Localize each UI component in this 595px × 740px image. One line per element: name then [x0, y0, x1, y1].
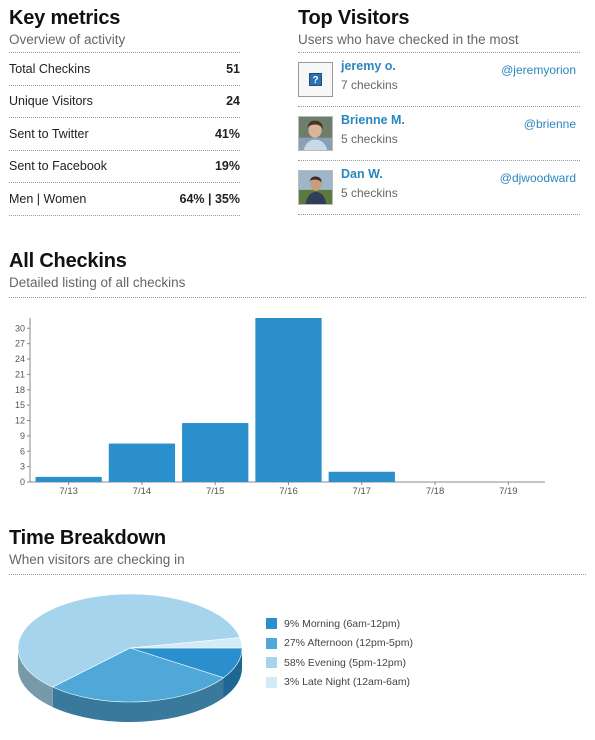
pie-slice — [52, 647, 225, 703]
pie-slice — [129, 637, 243, 649]
visitor-row: Dan W. 5 checkins @djwoodward — [298, 161, 580, 215]
y-tick-label: 6 — [20, 446, 25, 456]
pie-slice — [17, 593, 241, 688]
y-tick-label: 15 — [15, 400, 25, 410]
metric-row: Sent to Twitter 41% — [9, 118, 240, 151]
pie-legend: 9% Morning (6am-12pm) 27% Afternoon (12pm… — [266, 614, 413, 692]
metric-label: Sent to Twitter — [9, 126, 89, 141]
metric-value: 19% — [214, 159, 240, 174]
question-mark-icon: ? — [309, 73, 322, 86]
metric-row: Men | Women 64% | 35% — [9, 183, 240, 216]
bar — [182, 423, 249, 482]
legend-swatch — [266, 676, 277, 688]
key-metrics-panel: Key metrics Overview of activity Total C… — [9, 7, 240, 216]
y-tick-label: 21 — [15, 369, 25, 379]
metric-label: Unique Visitors — [9, 94, 93, 109]
metric-row: Total Checkins 51 — [9, 53, 240, 86]
time-breakdown-section: Time Breakdown When visitors are checkin… — [9, 527, 586, 575]
bar — [328, 471, 395, 482]
user-avatar-photo[interactable] — [298, 116, 333, 151]
legend-item: 3% Late Night (12am-6am) — [266, 673, 413, 693]
y-tick-label: 18 — [15, 385, 25, 395]
metric-value: 24 — [226, 94, 240, 109]
twitter-handle-link[interactable]: @jeremyorion — [501, 63, 576, 77]
top-visitors-title: Top Visitors — [298, 7, 410, 29]
y-tick-label: 30 — [15, 323, 25, 333]
y-tick-label: 27 — [15, 339, 25, 349]
checkins-bar-chart: 0 3 6 9 12 15 18 21 24 27 30 7/13 7/14 7/15 7/16 7/17 7/… — [15, 318, 545, 497]
time-breakdown-pie-chart — [17, 593, 243, 722]
y-tick-label: 9 — [20, 431, 25, 441]
visitor-checkin-count: 7 checkins — [341, 78, 398, 92]
bar — [255, 318, 322, 482]
x-tick-label: 7/14 — [133, 486, 152, 497]
bar — [108, 443, 176, 482]
legend-item: 9% Morning (6am-12pm) — [266, 614, 413, 634]
user-avatar-photo[interactable] — [298, 170, 333, 205]
key-metrics-title: Key metrics — [9, 7, 121, 29]
x-tick-label: 7/18 — [426, 486, 445, 497]
legend-label: 58% Evening (5pm-12pm) — [284, 656, 406, 669]
legend-label: 9% Morning (6am-12pm) — [284, 617, 401, 630]
time-breakdown-title: Time Breakdown — [9, 527, 166, 549]
legend-item: 27% Afternoon (12pm-5pm) — [266, 634, 413, 654]
all-checkins-title: All Checkins — [9, 250, 127, 272]
visitor-name-link[interactable]: Dan W. — [341, 167, 383, 181]
metric-value: 41% — [214, 126, 240, 141]
pie-slice-side — [223, 648, 242, 698]
pie-slice-side — [18, 648, 53, 708]
metric-row: Sent to Facebook 19% — [9, 151, 240, 183]
metric-row: Unique Visitors 24 — [9, 86, 240, 118]
y-tick-label: 24 — [15, 354, 25, 364]
legend-label: 27% Afternoon (12pm-5pm) — [284, 637, 413, 650]
all-checkins-subtitle: Detailed listing of all checkins — [9, 275, 186, 290]
visitor-row: Brienne M. 5 checkins @brienne — [298, 107, 580, 161]
legend-swatch — [266, 637, 277, 649]
legend-label: 3% Late Night (12am-6am) — [284, 676, 411, 689]
twitter-handle-link[interactable]: @brienne — [523, 117, 576, 131]
visitor-checkin-count: 5 checkins — [341, 186, 398, 200]
time-breakdown-subtitle: When visitors are checking in — [9, 552, 185, 567]
twitter-handle-link[interactable]: @djwoodward — [499, 171, 576, 185]
visitor-name-link[interactable]: Brienne M. — [341, 113, 405, 127]
visitor-row: ? jeremy o. 7 checkins @jeremyorion — [298, 53, 580, 107]
legend-item: 58% Evening (5pm-12pm) — [266, 653, 413, 673]
visitor-name-link[interactable]: jeremy o. — [341, 59, 396, 73]
legend-swatch — [266, 618, 277, 630]
top-visitors-panel: Top Visitors Users who have checked in t… — [298, 7, 580, 215]
all-checkins-section: All Checkins Detailed listing of all che… — [9, 250, 586, 298]
metric-label: Sent to Facebook — [9, 159, 107, 174]
blank-avatar-icon[interactable]: ? — [298, 62, 333, 97]
pie-slice-side — [52, 677, 224, 722]
visitor-checkin-count: 5 checkins — [341, 132, 398, 146]
key-metrics-subtitle: Overview of activity — [9, 32, 126, 47]
metric-value: 51 — [226, 61, 240, 76]
x-tick-label: 7/17 — [353, 486, 372, 497]
top-visitors-subtitle: Users who have checked in the most — [298, 32, 519, 47]
x-tick-label: 7/19 — [499, 486, 518, 497]
y-tick-label: 12 — [15, 416, 25, 426]
x-tick-label: 7/15 — [206, 486, 225, 497]
metric-label: Men | Women — [9, 191, 87, 206]
x-tick-label: 7/13 — [59, 486, 78, 497]
x-tick-label: 7/16 — [279, 486, 298, 497]
y-tick-label: 3 — [20, 462, 25, 472]
metric-value: 64% | 35% — [179, 191, 240, 206]
legend-swatch — [266, 657, 277, 669]
bar — [35, 476, 102, 482]
y-tick-label: 0 — [20, 477, 25, 487]
metric-label: Total Checkins — [9, 61, 91, 76]
